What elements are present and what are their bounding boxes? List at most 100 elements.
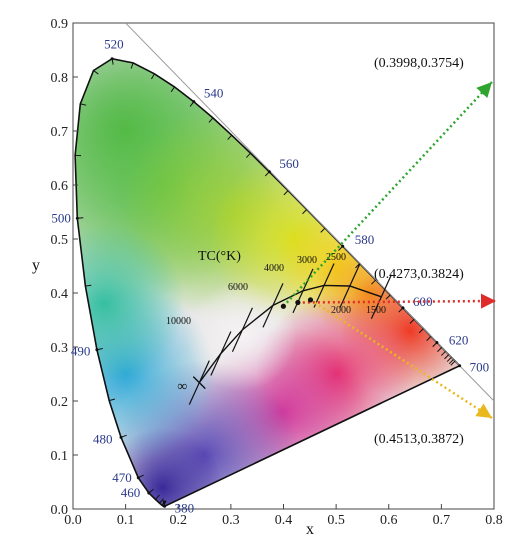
isotemperature-line — [339, 263, 361, 309]
locus-tick — [93, 70, 99, 75]
isotemperature-line — [231, 307, 253, 352]
wavelength-label: 460 — [121, 485, 141, 500]
cct-label-upper: 2500 — [326, 252, 346, 263]
y-axis-title: y — [32, 257, 40, 274]
wavelength-label: 490 — [71, 344, 91, 359]
wavelength-label: 540 — [204, 86, 224, 101]
cct-label-upper: 6000 — [228, 282, 248, 293]
locus-tick — [264, 171, 270, 177]
locus-tick — [148, 488, 154, 494]
wavelength-label: 480 — [93, 431, 113, 446]
locus-tick — [120, 434, 127, 438]
x-tick-label: 0.5 — [327, 513, 345, 528]
locus-tick — [398, 307, 404, 313]
locus-tick — [432, 342, 438, 348]
x-tick-label: 0.8 — [485, 513, 503, 528]
planckian-curve — [198, 284, 382, 384]
annotation-arrows: (0.3998,0.3754) (0.4273,0.3824) (0.4513,0.… — [280, 56, 497, 447]
wavelength-label: 620 — [449, 333, 469, 348]
isotemperature-line — [262, 283, 284, 328]
locus-tick — [130, 62, 134, 69]
isotemperature-line — [210, 331, 232, 376]
planckian-locus: TC(°K) ∞ 10000 6000 4000 3000 2500 2000 1500 — [166, 249, 392, 405]
locus-tick — [227, 134, 233, 140]
y-tick-label: 0.4 — [51, 287, 69, 302]
arrow-upper-right — [282, 81, 493, 308]
y-tick-label: 0.1 — [51, 449, 69, 464]
x-tick-label: 0.0 — [64, 513, 82, 528]
locus-tick — [246, 152, 251, 158]
marked-point — [307, 297, 314, 303]
cct-label-lower: 1500 — [366, 305, 386, 316]
locus-tick — [155, 494, 160, 500]
cct-label-upper: 3000 — [297, 255, 317, 266]
locus-tick — [320, 227, 326, 233]
locus-tick — [208, 117, 214, 123]
wavelength-label: 520 — [104, 37, 124, 52]
wavelength-label: 500 — [51, 210, 70, 225]
wavelength-label: 580 — [355, 232, 375, 247]
wavelength-label: 380 — [175, 500, 195, 515]
infinity-label: ∞ — [177, 380, 187, 395]
locus-tick — [371, 279, 377, 285]
locus-tick — [111, 58, 114, 65]
x-tick-label: 0.2 — [170, 513, 188, 528]
x-tick-label: 0.3 — [222, 513, 240, 528]
x-axis-title: x — [306, 521, 314, 538]
locus-tick — [418, 328, 424, 334]
locus-tick — [385, 294, 391, 300]
wavelength-label: 470 — [112, 470, 131, 485]
locus-tick — [283, 190, 289, 196]
y-tick-label: 0.6 — [51, 179, 69, 194]
wavelength-label: 600 — [413, 294, 433, 309]
arrow-right — [297, 293, 497, 309]
y-tick-label: 0.0 — [51, 503, 69, 518]
locus-tick — [96, 347, 103, 351]
locus-tick — [450, 360, 456, 366]
locus-tick — [189, 101, 195, 107]
locus-tick — [444, 354, 450, 360]
locus-tick — [162, 500, 167, 507]
y-tick-label: 0.3 — [51, 341, 69, 356]
x-tick-label: 0.6 — [380, 513, 398, 528]
isotemperature-line — [313, 263, 335, 308]
locus-tick — [409, 318, 415, 324]
planckian-title: TC(°K) — [198, 249, 241, 264]
wavelength-marker — [458, 364, 462, 368]
y-tick-label: 0.7 — [51, 125, 69, 140]
isotemperature-line — [370, 274, 392, 320]
locus-tick — [170, 86, 175, 93]
marked-point — [280, 303, 286, 309]
infinity-endcap — [192, 376, 206, 390]
wavelength-label: 560 — [279, 156, 299, 171]
locus-tick — [437, 347, 443, 352]
y-tick-label: 0.9 — [51, 17, 69, 32]
locus-tick — [448, 359, 454, 365]
locus-tick — [138, 474, 144, 479]
diagonal-guide-line — [125, 22, 495, 402]
x-tick-label: 0.1 — [117, 513, 135, 528]
cct-label-lower: 2000 — [331, 305, 351, 316]
locus-tick — [440, 350, 446, 356]
cct-label-10000: 10000 — [166, 316, 191, 327]
locus-tick — [302, 209, 308, 215]
y-tick-label: 0.2 — [51, 395, 69, 410]
x-tick-label: 0.4 — [275, 513, 293, 528]
locus-tick — [338, 245, 344, 251]
gamut-blob — [75, 223, 185, 384]
x-tick-label: 0.7 — [433, 513, 451, 528]
marked-point-label: (0.4273,0.3824) — [374, 267, 464, 282]
locus-tick — [159, 498, 164, 504]
marked-point — [295, 299, 301, 306]
locus-tick — [151, 73, 155, 80]
wavelength-label: 700 — [470, 360, 490, 375]
arrow-lower-right — [309, 298, 493, 420]
isotemperature-line — [292, 268, 314, 314]
locus-tick — [109, 398, 116, 402]
cct-label-upper: 4000 — [264, 263, 284, 274]
y-tick-label: 0.5 — [51, 233, 69, 248]
y-tick-label: 0.8 — [51, 71, 69, 86]
locus-tick — [446, 356, 452, 362]
